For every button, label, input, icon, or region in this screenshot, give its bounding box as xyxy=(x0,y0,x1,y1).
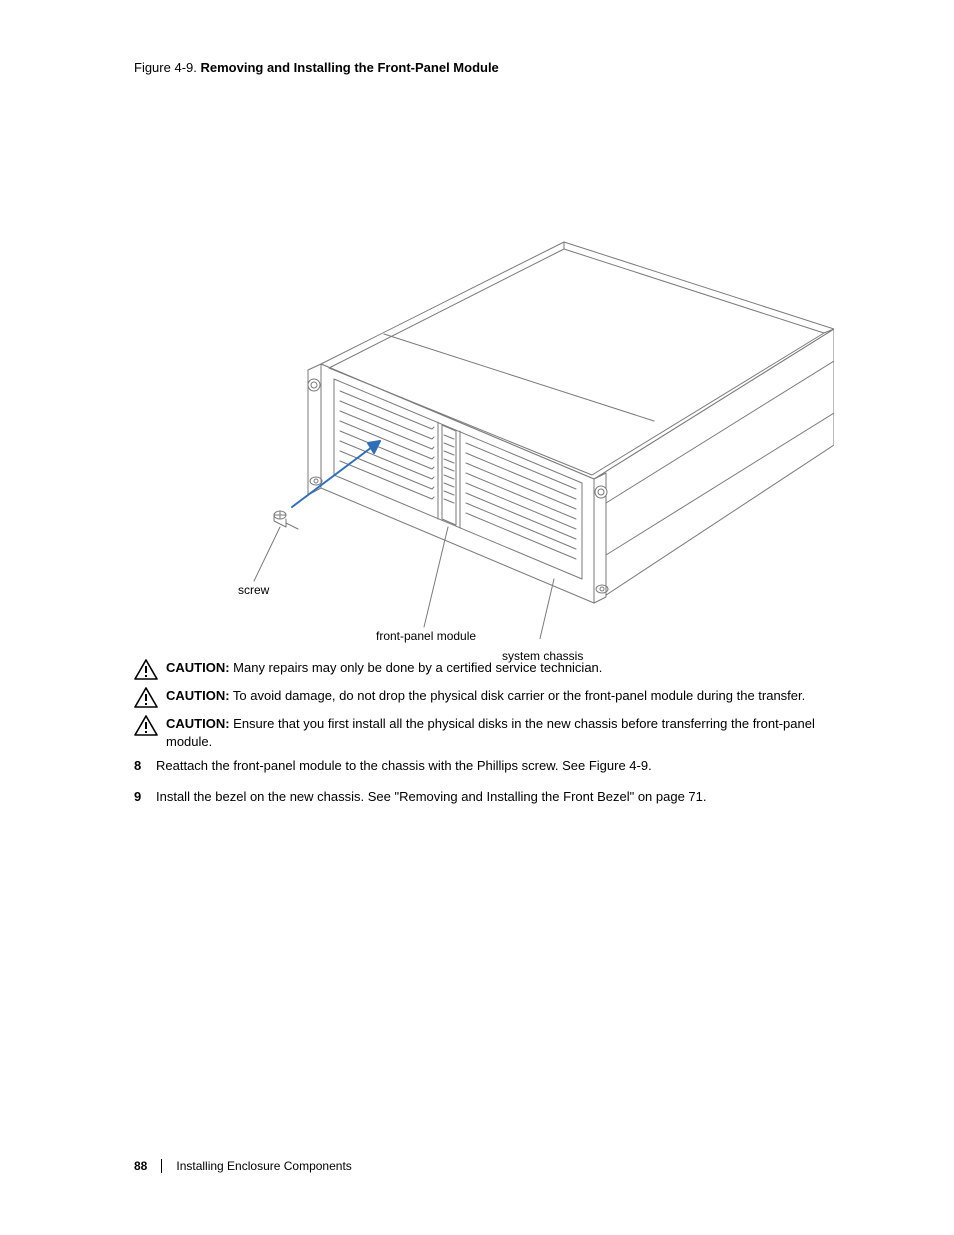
caution-3-text: CAUTION: Ensure that you first install a… xyxy=(166,715,834,751)
caution-1: CAUTION: Many repairs may only be done b… xyxy=(134,659,834,681)
caution-2: CAUTION: To avoid damage, do not drop th… xyxy=(134,687,834,709)
warning-icon xyxy=(134,715,158,737)
callout-system-chassis: system chassis xyxy=(502,649,583,665)
page-number: 88 xyxy=(134,1159,147,1173)
instruction-list: CAUTION: Many repairs may only be done b… xyxy=(134,659,834,807)
callout-screw: screw xyxy=(238,583,269,599)
step-9-number: 9 xyxy=(134,788,156,807)
footer-separator xyxy=(161,1159,162,1173)
step-9-text: Install the bezel on the new chassis. Se… xyxy=(156,788,834,807)
figure-label: Figure 4-9. Removing and Installing the … xyxy=(134,60,834,75)
caution-2-text: CAUTION: To avoid damage, do not drop th… xyxy=(166,687,805,705)
figure-number: Figure 4-9. xyxy=(134,60,197,75)
caution-3: CAUTION: Ensure that you first install a… xyxy=(134,715,834,751)
callout-front-panel-module: front-panel module xyxy=(376,629,476,645)
chassis-diagram: screw front-panel module system chassis xyxy=(134,79,834,639)
figure-title: Removing and Installing the Front-Panel … xyxy=(201,60,499,75)
chassis-svg xyxy=(134,79,834,639)
footer-section: Installing Enclosure Components xyxy=(176,1159,351,1173)
step-8: 8 Reattach the front-panel module to the… xyxy=(134,757,834,776)
step-8-number: 8 xyxy=(134,757,156,776)
warning-icon xyxy=(134,659,158,681)
page-footer: 88 Installing Enclosure Components xyxy=(134,1159,352,1173)
step-9: 9 Install the bezel on the new chassis. … xyxy=(134,788,834,807)
step-8-text: Reattach the front-panel module to the c… xyxy=(156,757,834,776)
warning-icon xyxy=(134,687,158,709)
